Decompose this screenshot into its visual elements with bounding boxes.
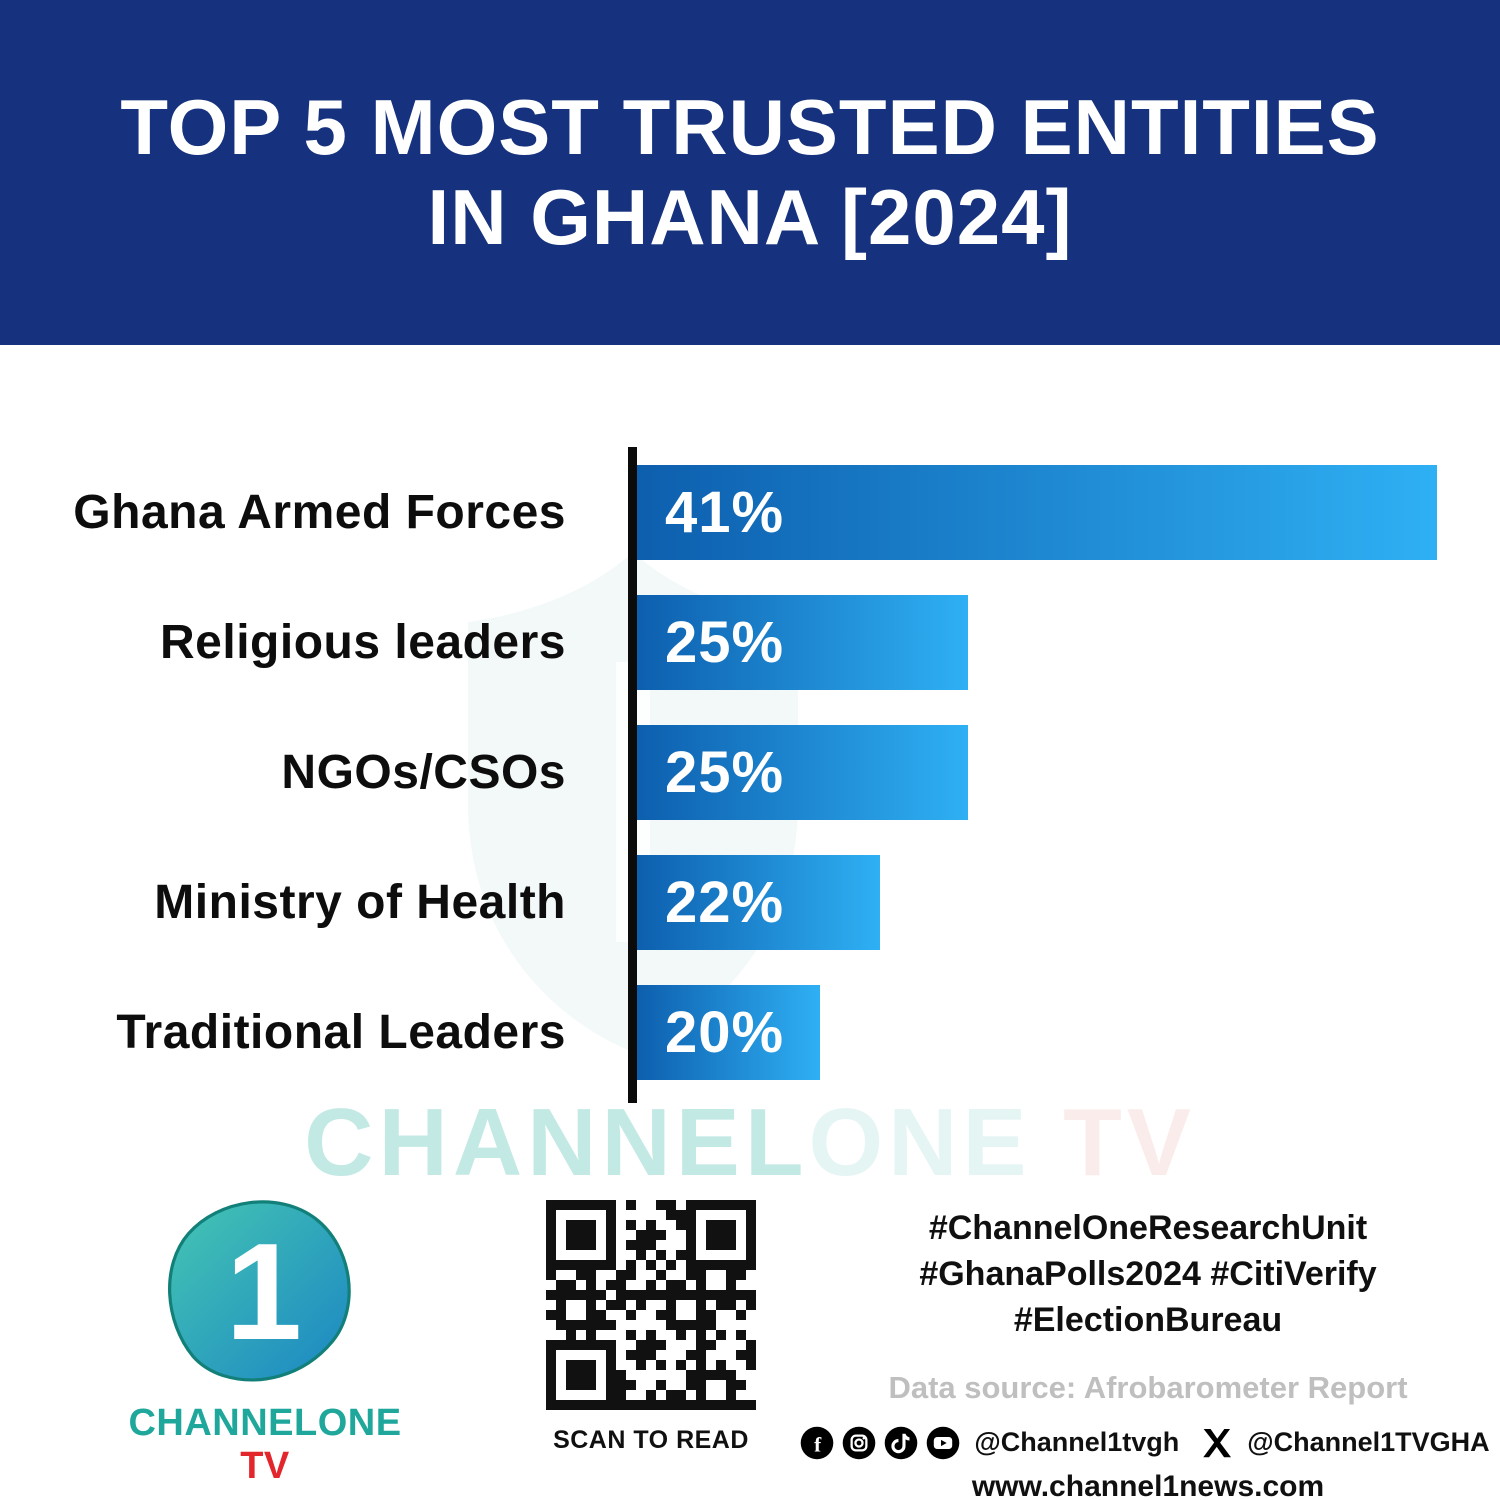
chart-axis-line bbox=[628, 447, 637, 1103]
chart-rows: Ghana Armed Forces 41% Religious leaders… bbox=[0, 465, 1500, 1080]
hashtags-line1: #ChannelOneResearchUnit bbox=[928, 1209, 1368, 1247]
brand-watermark-part2: ONE bbox=[808, 1089, 1032, 1196]
chart-row: Traditional Leaders 20% bbox=[0, 985, 1500, 1080]
bar-value-label: 22% bbox=[665, 870, 785, 935]
category-label: Traditional Leaders bbox=[116, 1006, 566, 1059]
category-label: Religious leaders bbox=[160, 616, 566, 669]
header-banner: TOP 5 MOST TRUSTED ENTITIES IN GHANA [20… bbox=[0, 0, 1500, 345]
brand-watermark-part1: CHANNEL bbox=[304, 1089, 809, 1196]
channel-one-logo-icon: 1 bbox=[168, 1200, 351, 1382]
qr-code bbox=[546, 1200, 756, 1410]
svg-text:f: f bbox=[815, 1432, 823, 1456]
page-title-line2: IN GHANA [2024] bbox=[427, 172, 1073, 261]
social-handle-2: @Channel1TVGHA bbox=[1247, 1427, 1490, 1458]
bar-chart: Ghana Armed Forces 41% Religious leaders… bbox=[0, 447, 1500, 1107]
chart-row: Religious leaders 25% bbox=[0, 595, 1500, 690]
channel-one-logo-text: CHANNELONE TV bbox=[110, 1402, 420, 1488]
bar-ghana-armed-forces: 41% bbox=[637, 465, 1437, 560]
hashtags-line2: #GhanaPolls2024 #CitiVerify bbox=[919, 1254, 1377, 1293]
bar-value-label: 25% bbox=[665, 740, 785, 805]
tiktok-icon bbox=[884, 1426, 918, 1460]
bar-value-label: 20% bbox=[665, 1000, 785, 1065]
bar-ministry-of-health: 22% bbox=[637, 855, 880, 950]
social-handle-1: @Channel1tvgh bbox=[974, 1427, 1180, 1458]
instagram-icon bbox=[842, 1426, 876, 1460]
bar-traditional-leaders: 20% bbox=[637, 985, 820, 1080]
chart-row: Ghana Armed Forces 41% bbox=[0, 465, 1500, 560]
website-url: www.channel1news.com bbox=[971, 1469, 1325, 1500]
category-label: Ghana Armed Forces bbox=[73, 486, 566, 539]
brand-tv: TV bbox=[240, 1445, 290, 1487]
social-row: f @Channel1tvgh @Channel1TVGHA bbox=[801, 1426, 1490, 1460]
qr-caption: SCAN TO READ bbox=[553, 1426, 749, 1454]
bar-value-label: 41% bbox=[665, 480, 785, 545]
hashtags-line3: #ElectionBureau bbox=[1013, 1300, 1283, 1339]
category-label: NGOs/CSOs bbox=[281, 746, 566, 799]
svg-text:1: 1 bbox=[226, 1215, 303, 1369]
brand-watermark: CHANNELONE TV bbox=[0, 1088, 1500, 1198]
page-title-line1: TOP 5 MOST TRUSTED ENTITIES bbox=[120, 82, 1380, 171]
youtube-icon bbox=[926, 1426, 960, 1460]
chart-row: Ministry of Health 22% bbox=[0, 855, 1500, 950]
bar-ngos-csos: 25% bbox=[637, 725, 968, 820]
bar-value-label: 25% bbox=[665, 610, 785, 675]
facebook-icon: f bbox=[800, 1426, 834, 1460]
x-icon bbox=[1201, 1427, 1233, 1459]
bar-religious-leaders: 25% bbox=[637, 595, 968, 690]
category-label: Ministry of Health bbox=[154, 876, 566, 929]
data-source-note: Data source: Afrobarometer Report bbox=[888, 1369, 1408, 1405]
footer-info-block: #ChannelOneResearchUnit #GhanaPolls2024 … bbox=[801, 1206, 1490, 1500]
brand-name: CHANNELONE bbox=[128, 1402, 402, 1444]
brand-watermark-part3: TV bbox=[1031, 1089, 1196, 1196]
chart-row: NGOs/CSOs 25% bbox=[0, 725, 1500, 820]
